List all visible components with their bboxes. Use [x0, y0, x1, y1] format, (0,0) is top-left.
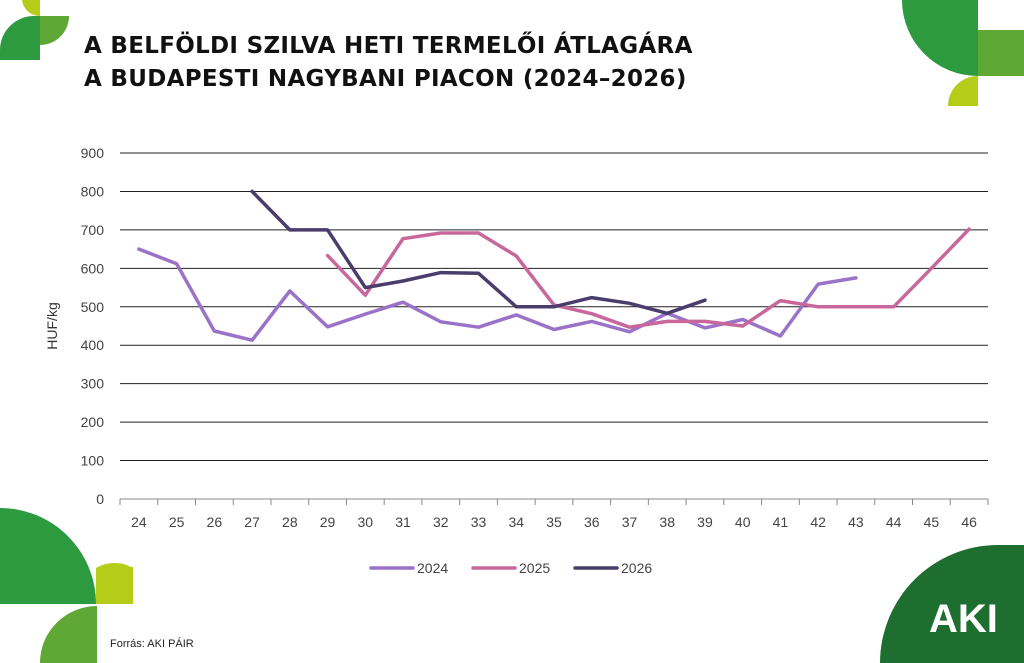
- x-tick-label: 40: [735, 514, 751, 530]
- y-tick-label: 800: [81, 183, 105, 199]
- x-tick-label: 33: [471, 514, 487, 530]
- x-tick-label: 46: [961, 514, 977, 530]
- chart-title-line-1: A BELFÖLDI SZILVA HETI TERMELŐI ÁTLAGÁRA: [84, 33, 693, 59]
- corner-decoration-top-right: [902, 0, 1024, 106]
- corner-decoration-bottom-right: [880, 545, 1024, 663]
- y-tick-label: 200: [81, 414, 105, 430]
- x-tick-label: 24: [131, 514, 147, 530]
- corner-decoration-bottom-left: [0, 508, 133, 663]
- y-tick-label: 600: [81, 260, 105, 276]
- aki-logo-text: AKI: [929, 597, 998, 640]
- legend-label-2025: 2025: [519, 560, 550, 576]
- chart-title-line-2: A BUDAPESTI NAGYBANI PIACON (2024–2026): [84, 66, 687, 92]
- x-tick-label: 27: [244, 514, 260, 530]
- x-tick-label: 44: [886, 514, 902, 530]
- x-tick-label: 30: [358, 514, 374, 530]
- x-tick-label: 29: [320, 514, 336, 530]
- legend-label-2024: 2024: [417, 560, 448, 576]
- x-tick-label: 42: [810, 514, 826, 530]
- x-tick-label: 35: [546, 514, 562, 530]
- x-tick-label: 45: [924, 514, 940, 530]
- y-tick-label: 700: [81, 222, 105, 238]
- legend-label-2026: 2026: [621, 560, 652, 576]
- series-line-2026: [250, 189, 707, 316]
- x-tick-label: 32: [433, 514, 449, 530]
- x-tick-label: 34: [508, 514, 524, 530]
- y-tick-label: 100: [81, 453, 105, 469]
- y-tick-label: 300: [81, 376, 105, 392]
- y-tick-label: 400: [81, 337, 105, 353]
- y-tick-label: 900: [81, 145, 105, 161]
- source-note: Forrás: AKI PÁIR: [110, 638, 194, 650]
- x-tick-label: 38: [659, 514, 675, 530]
- x-tick-label: 28: [282, 514, 298, 530]
- x-tick-label: 36: [584, 514, 600, 530]
- y-axis-label: HUF/kg: [44, 302, 60, 349]
- y-tick-label: 0: [96, 491, 104, 507]
- aki-logo-mark: AKI: [929, 597, 998, 641]
- aki-logo: AKI: [925, 590, 1011, 641]
- x-tick-label: 41: [773, 514, 789, 530]
- x-tick-label: 39: [697, 514, 713, 530]
- x-tick-label: 43: [848, 514, 864, 530]
- corner-decoration-top-left: [0, 0, 69, 60]
- series-line-2024: [137, 247, 858, 342]
- x-tick-label: 25: [169, 514, 185, 530]
- series-line-2025: [325, 227, 971, 329]
- x-tick-label: 37: [622, 514, 638, 530]
- y-tick-label: 500: [81, 299, 105, 315]
- x-tick-label: 26: [207, 514, 223, 530]
- chart-title: A BELFÖLDI SZILVA HETI TERMELŐI ÁTLAGÁRA…: [84, 30, 693, 96]
- x-tick-label: 31: [395, 514, 411, 530]
